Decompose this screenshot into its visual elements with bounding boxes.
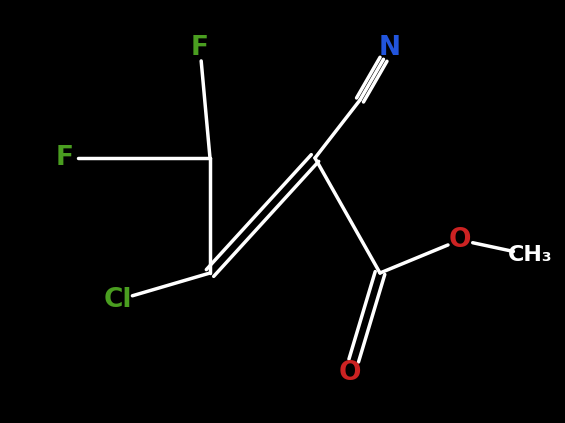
- Text: F: F: [191, 35, 209, 61]
- Text: CH₃: CH₃: [508, 245, 553, 265]
- Text: Cl: Cl: [104, 287, 132, 313]
- Text: O: O: [339, 360, 361, 386]
- Text: N: N: [379, 35, 401, 61]
- Text: O: O: [449, 227, 471, 253]
- Text: F: F: [56, 145, 74, 171]
